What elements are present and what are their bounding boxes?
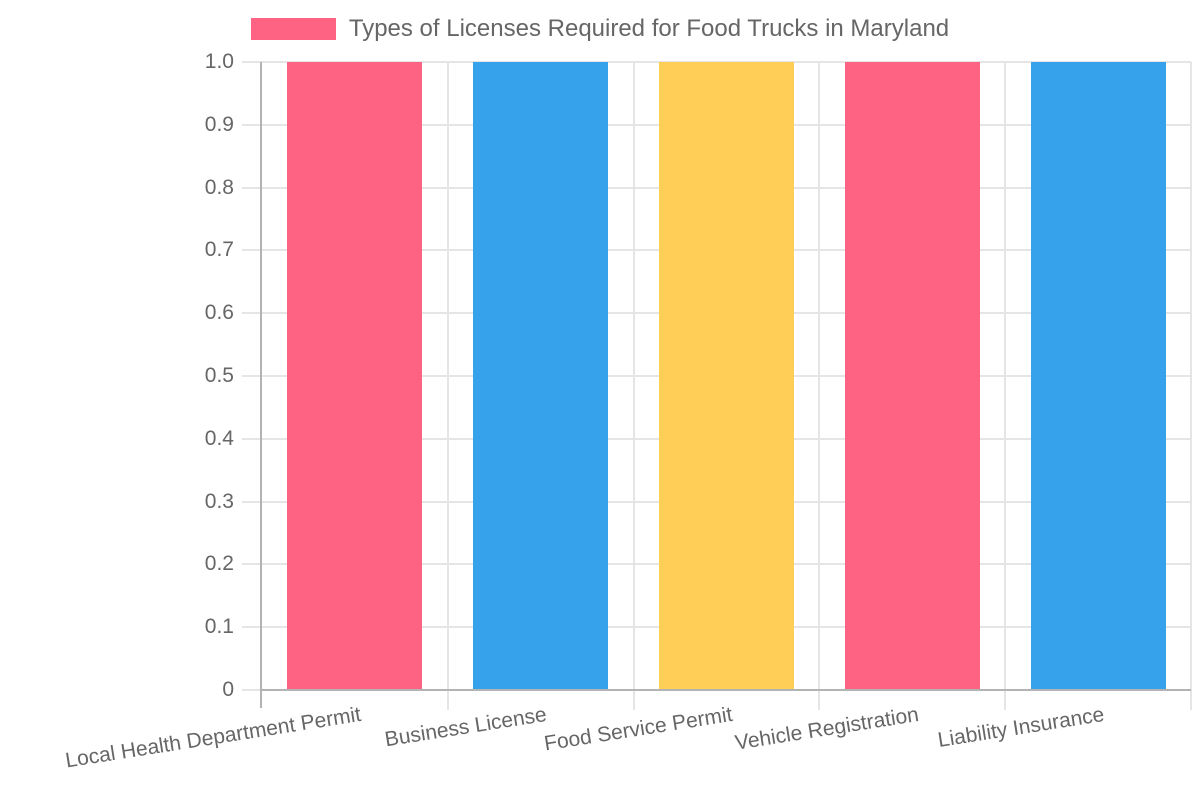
y-tick-label: 0.9 (204, 112, 234, 136)
y-tick-mark (242, 312, 262, 315)
y-tick-label: 0.3 (204, 489, 234, 513)
x-tick-mark (446, 690, 449, 710)
y-tick-label: 0.7 (204, 238, 234, 262)
y-tick-mark (242, 563, 262, 566)
x-gridline (632, 62, 635, 690)
x-tick-label: Liability Insurance (936, 702, 1106, 753)
y-tick-label: 0.8 (204, 175, 234, 199)
legend-swatch (250, 18, 336, 40)
x-tick-mark (1004, 690, 1007, 710)
y-tick-mark (242, 437, 262, 440)
y-tick-label: 0 (222, 678, 234, 701)
x-gridline (1004, 62, 1007, 690)
x-tick-label: Vehicle Registration (733, 702, 921, 755)
plot-area (262, 62, 1191, 690)
chart-legend: Types of Licenses Required for Food Truc… (0, 14, 1200, 44)
y-tick-mark (242, 626, 262, 629)
bar-food-service-permit[interactable] (659, 62, 794, 690)
x-axis-line (260, 689, 1191, 691)
bar-local-health-department-permit[interactable] (287, 62, 423, 690)
y-tick-mark (242, 375, 262, 377)
y-tick-mark (242, 186, 262, 189)
bar-vehicle-registration[interactable] (844, 62, 980, 690)
y-axis-line (260, 62, 262, 708)
bar-liability-insurance[interactable] (1030, 62, 1166, 690)
y-tick-mark (242, 689, 262, 691)
y-tick-mark (242, 123, 262, 126)
x-gridline (1190, 62, 1192, 690)
y-tick-mark (242, 61, 262, 63)
y-tick-label: 0.6 (204, 301, 234, 325)
y-tick-label: 0.4 (204, 426, 234, 450)
x-tick-label: Local Health Department Permit (63, 702, 363, 773)
x-tick-mark (1190, 690, 1192, 710)
legend-item[interactable]: Types of Licenses Required for Food Truc… (250, 14, 950, 44)
legend-label: Types of Licenses Required for Food Truc… (348, 15, 950, 42)
bar-business-license[interactable] (473, 62, 609, 690)
x-tick-label: Business License (383, 702, 549, 752)
y-tick-label: 0.1 (204, 615, 234, 639)
x-gridline (818, 62, 821, 690)
y-tick-mark (242, 500, 262, 503)
x-tick-mark (632, 690, 635, 710)
y-tick-label: 0.2 (204, 552, 234, 576)
y-tick-mark (242, 249, 262, 252)
x-tick-label: Food Service Permit (542, 702, 735, 756)
y-tick-label: 0.5 (204, 364, 234, 387)
x-tick-mark (818, 690, 821, 710)
x-gridline (446, 62, 449, 690)
y-tick-label: 1.0 (204, 50, 234, 73)
